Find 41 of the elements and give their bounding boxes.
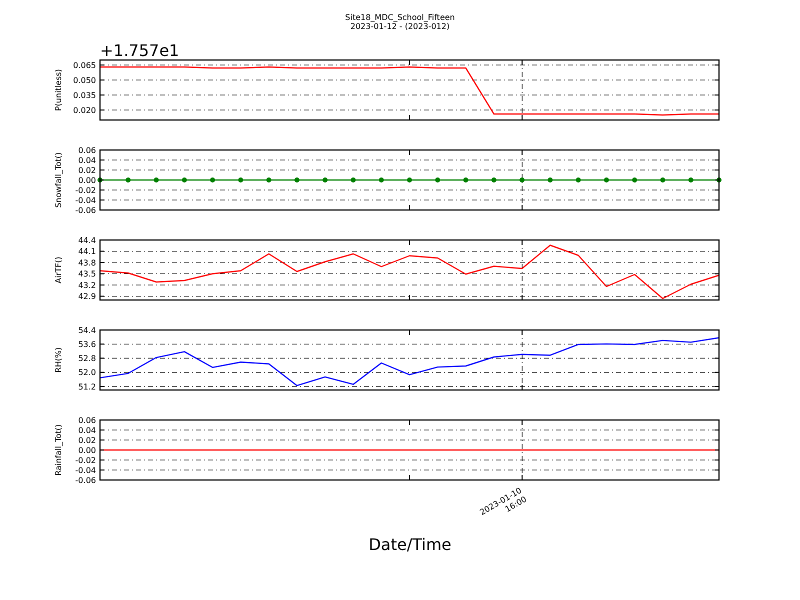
chart-subtitle: 2023-01-12 - (2023-012) xyxy=(350,22,450,31)
line-series xyxy=(99,337,720,386)
y-axis-title: AirTF() xyxy=(54,256,63,284)
y-tick-label: -0.04 xyxy=(75,466,96,475)
y-tick-label: 44.4 xyxy=(78,236,96,245)
y-tick-label: 54.4 xyxy=(78,326,96,335)
y-axis-title: RH(%) xyxy=(54,347,63,373)
y-tick-label: 43.5 xyxy=(78,270,96,279)
y-axis-title: P(unitless) xyxy=(54,68,63,112)
chart-title: Site18_MDC_School_Fifteen xyxy=(345,13,455,22)
y-tick-label: 0.02 xyxy=(78,436,96,445)
y-tick-label: 0.020 xyxy=(73,106,96,115)
y-tick-label: 0.02 xyxy=(78,166,96,175)
y-tick-label: 51.2 xyxy=(78,382,96,392)
y-tick-label: 0.04 xyxy=(78,156,96,165)
y-tick-label: 0.04 xyxy=(78,426,96,435)
y-tick-label: -0.04 xyxy=(75,196,96,205)
y-tick-label: -0.06 xyxy=(75,476,96,485)
y-tick-label: 0.06 xyxy=(78,416,96,425)
y-tick-label: -0.06 xyxy=(75,206,96,215)
y-tick-label: 52.8 xyxy=(78,354,96,364)
y-tick-label: 0.00 xyxy=(78,446,96,455)
y-tick-label: 43.8 xyxy=(78,258,96,268)
y-tick-label: -0.02 xyxy=(75,186,96,195)
y-tick-label: 52.0 xyxy=(78,368,96,378)
y-tick-label: 53.6 xyxy=(78,340,96,349)
y-tick-label: 0.00 xyxy=(78,176,96,185)
y-axis-title: Snowfall_Tot() xyxy=(54,152,63,208)
y-tick-label: 0.050 xyxy=(73,76,96,85)
y-axis-title: Rainfall_Tot() xyxy=(54,424,63,476)
y-tick-label: 42.9 xyxy=(78,292,96,302)
y-tick-label: 44.1 xyxy=(78,247,96,256)
annotation: +1.757e1 xyxy=(100,41,180,60)
y-tick-label: 0.035 xyxy=(73,90,96,100)
y-tick-label: -0.02 xyxy=(75,456,96,465)
x-axis-title: Date/Time xyxy=(368,535,452,554)
line-series xyxy=(99,244,720,300)
y-tick-label: 0.06 xyxy=(78,146,96,155)
y-tick-label: 43.2 xyxy=(78,280,96,290)
line-series xyxy=(99,66,720,116)
y-tick-label: 0.065 xyxy=(73,60,96,70)
